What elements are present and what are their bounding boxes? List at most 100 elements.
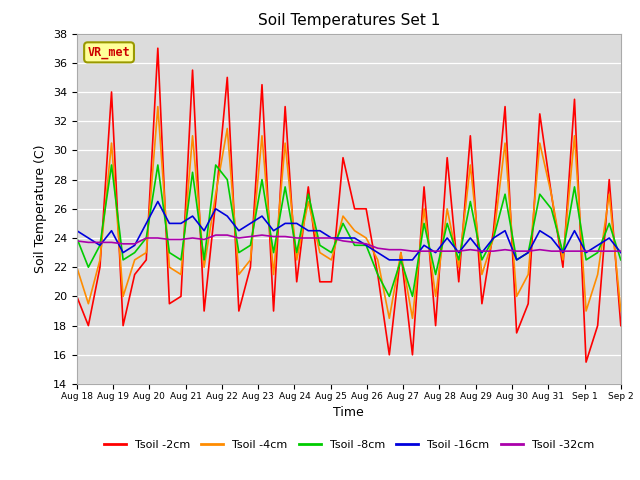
Tsoil -4cm	[246, 257, 254, 263]
Tsoil -4cm	[119, 293, 127, 300]
Tsoil -2cm	[177, 293, 185, 300]
Tsoil -8cm	[478, 257, 486, 263]
Tsoil -2cm	[73, 293, 81, 300]
Tsoil -32cm	[362, 241, 370, 247]
Tsoil -8cm	[374, 272, 381, 277]
Tsoil -8cm	[547, 206, 555, 212]
Tsoil -16cm	[617, 250, 625, 255]
Tsoil -4cm	[269, 272, 277, 277]
Tsoil -16cm	[166, 220, 173, 226]
Tsoil -4cm	[490, 235, 497, 241]
Tsoil -4cm	[328, 257, 335, 263]
Tsoil -32cm	[131, 241, 138, 247]
Tsoil -8cm	[617, 257, 625, 263]
Tsoil -16cm	[246, 220, 254, 226]
Tsoil -2cm	[235, 308, 243, 314]
Tsoil -4cm	[594, 272, 602, 277]
Tsoil -32cm	[177, 237, 185, 242]
Tsoil -2cm	[200, 308, 208, 314]
Tsoil -4cm	[547, 192, 555, 197]
Tsoil -32cm	[374, 245, 381, 251]
Tsoil -16cm	[177, 220, 185, 226]
Tsoil -2cm	[547, 192, 555, 197]
Tsoil -16cm	[547, 235, 555, 241]
Tsoil -2cm	[258, 82, 266, 87]
Tsoil -16cm	[316, 228, 324, 234]
Tsoil -16cm	[282, 220, 289, 226]
Tsoil -32cm	[293, 235, 301, 241]
Tsoil -4cm	[582, 308, 590, 314]
Tsoil -16cm	[408, 257, 416, 263]
Tsoil -8cm	[293, 250, 301, 255]
Tsoil -2cm	[282, 104, 289, 109]
Tsoil -16cm	[455, 250, 463, 255]
Line: Tsoil -8cm: Tsoil -8cm	[77, 165, 621, 296]
Tsoil -2cm	[246, 264, 254, 270]
Tsoil -16cm	[143, 220, 150, 226]
Tsoil -8cm	[467, 199, 474, 204]
Tsoil -32cm	[432, 248, 440, 254]
Tsoil -16cm	[362, 242, 370, 248]
Tsoil -4cm	[96, 257, 104, 263]
Tsoil -16cm	[131, 242, 138, 248]
Tsoil -2cm	[189, 67, 196, 73]
Tsoil -32cm	[305, 235, 312, 241]
Tsoil -4cm	[212, 192, 220, 197]
Tsoil -8cm	[177, 257, 185, 263]
Tsoil -16cm	[339, 235, 347, 241]
Tsoil -4cm	[235, 272, 243, 277]
Tsoil -16cm	[594, 242, 602, 248]
Tsoil -8cm	[73, 235, 81, 241]
Tsoil -32cm	[420, 248, 428, 254]
Tsoil -4cm	[524, 272, 532, 277]
Tsoil -16cm	[212, 206, 220, 212]
Tsoil -2cm	[212, 199, 220, 204]
Tsoil -8cm	[189, 169, 196, 175]
Line: Tsoil -4cm: Tsoil -4cm	[77, 107, 621, 318]
Tsoil -8cm	[282, 184, 289, 190]
Tsoil -4cm	[316, 250, 324, 255]
Tsoil -4cm	[189, 133, 196, 139]
Tsoil -16cm	[293, 220, 301, 226]
Tsoil -32cm	[408, 248, 416, 254]
Tsoil -4cm	[282, 140, 289, 146]
Tsoil -8cm	[339, 220, 347, 226]
Tsoil -32cm	[547, 248, 555, 254]
Tsoil -4cm	[617, 308, 625, 314]
Tsoil -16cm	[605, 235, 613, 241]
Tsoil -16cm	[559, 250, 567, 255]
Tsoil -4cm	[536, 140, 543, 146]
Tsoil -32cm	[108, 240, 115, 245]
Tsoil -8cm	[258, 177, 266, 182]
Tsoil -2cm	[374, 272, 381, 277]
Tsoil -16cm	[108, 228, 115, 234]
Tsoil -4cm	[397, 250, 404, 255]
Tsoil -8cm	[269, 250, 277, 255]
Tsoil -8cm	[305, 192, 312, 197]
Tsoil -16cm	[84, 235, 92, 241]
Tsoil -16cm	[490, 235, 497, 241]
Tsoil -8cm	[328, 250, 335, 255]
Tsoil -2cm	[467, 133, 474, 139]
Tsoil -16cm	[235, 228, 243, 234]
Tsoil -16cm	[73, 228, 81, 234]
Tsoil -16cm	[258, 213, 266, 219]
Tsoil -4cm	[432, 293, 440, 300]
Tsoil -8cm	[119, 257, 127, 263]
Tsoil -8cm	[455, 257, 463, 263]
Tsoil -8cm	[432, 272, 440, 277]
Tsoil -2cm	[293, 279, 301, 285]
Tsoil -2cm	[490, 228, 497, 234]
Tsoil -2cm	[316, 279, 324, 285]
Tsoil -2cm	[559, 264, 567, 270]
Tsoil -32cm	[328, 235, 335, 241]
Tsoil -8cm	[397, 257, 404, 263]
Tsoil -32cm	[582, 248, 590, 254]
Tsoil -32cm	[119, 241, 127, 247]
Tsoil -2cm	[223, 74, 231, 80]
Tsoil -4cm	[374, 257, 381, 263]
Tsoil -4cm	[73, 264, 81, 270]
Tsoil -32cm	[282, 234, 289, 240]
Tsoil -16cm	[328, 235, 335, 241]
Tsoil -2cm	[582, 359, 590, 365]
